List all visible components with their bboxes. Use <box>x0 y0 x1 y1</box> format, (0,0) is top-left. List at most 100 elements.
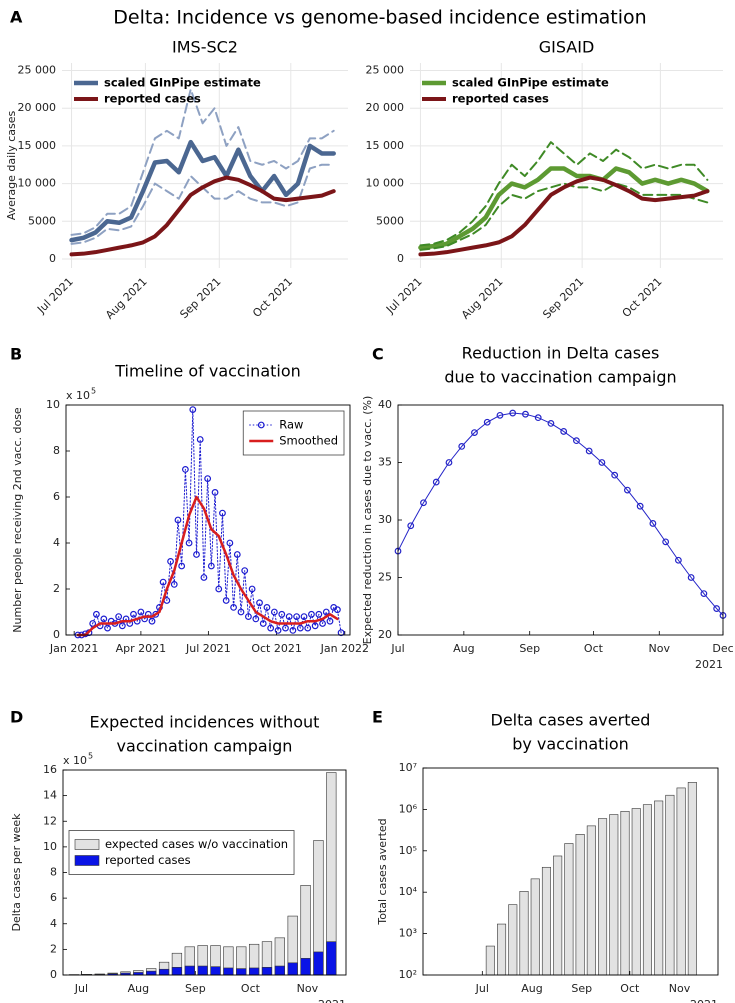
bar <box>184 965 195 976</box>
data-point <box>458 443 466 450</box>
bar <box>620 810 630 976</box>
bar <box>248 967 260 976</box>
data-point <box>159 578 167 586</box>
y-tick-label: 25 000 <box>366 64 405 77</box>
y-tick-label: 40 <box>378 398 392 411</box>
x-tick-label: Nov <box>649 642 671 655</box>
y-tick-label: 4 <box>53 536 60 549</box>
x-year-label: 2021 <box>318 998 346 1003</box>
x-tick-label: Nov <box>297 982 319 995</box>
data-point <box>181 466 189 473</box>
series-line <box>69 175 336 257</box>
y-tick-label: 4 <box>50 917 57 930</box>
chart-title: vaccination campaign <box>117 737 293 756</box>
legend-swatch <box>74 839 100 850</box>
data-point <box>226 539 234 547</box>
data-point <box>93 610 100 618</box>
data-point <box>573 437 580 445</box>
data-point <box>237 608 245 616</box>
data-point <box>233 551 241 558</box>
data-point <box>432 478 440 486</box>
y-tick-label: 0 <box>50 968 57 981</box>
legend-label: Raw <box>279 418 303 432</box>
data-point <box>315 610 323 618</box>
bar <box>541 866 551 976</box>
data-point <box>687 574 695 581</box>
data-point <box>674 556 682 564</box>
plot-frame <box>62 769 347 976</box>
data-point <box>337 629 345 637</box>
data-point <box>200 574 208 581</box>
chart-title: Timeline of vaccination <box>114 362 301 381</box>
data-point <box>104 624 111 632</box>
y-tick-label: 20 <box>378 628 392 641</box>
chart-title: Delta cases averted <box>491 711 651 730</box>
data-point <box>270 608 278 616</box>
plot-frame <box>65 404 351 636</box>
y-tick-label: 10⁵ <box>399 844 417 857</box>
data-point <box>196 436 204 443</box>
data-point <box>333 606 341 614</box>
y-tick-label: 0 <box>49 252 56 265</box>
x-tick-label: Jul <box>390 642 404 655</box>
data-point <box>207 562 215 570</box>
data-point <box>611 471 619 479</box>
data-point <box>496 411 504 419</box>
y-tick-label: 12 <box>43 814 57 827</box>
bar <box>598 818 608 976</box>
bar <box>642 804 652 976</box>
series-line <box>70 163 335 245</box>
y-tick-label: 30 <box>378 513 392 526</box>
data-point <box>167 558 174 565</box>
data-point <box>189 406 197 414</box>
data-point <box>483 418 491 426</box>
y-tick-label: 10⁷ <box>399 761 417 774</box>
legend-box <box>68 830 295 875</box>
x-tick-label: Jan 2021 <box>49 642 98 655</box>
y-tick-label: 10 <box>46 398 60 411</box>
bar <box>326 941 337 976</box>
chart-title: by vaccination <box>512 735 629 754</box>
bar <box>575 834 585 976</box>
bar <box>300 958 311 976</box>
bar <box>508 904 518 976</box>
x-tick-label: Jul 2021 <box>34 275 76 317</box>
chart-title: IMS-SC2 <box>172 38 238 57</box>
data-point <box>222 597 230 604</box>
data-point <box>89 620 97 627</box>
bar <box>236 968 247 976</box>
y-tick-label: 5000 <box>376 214 404 227</box>
y-tick-label: 10³ <box>399 927 417 940</box>
bar <box>676 787 686 976</box>
bar <box>287 962 298 976</box>
bar <box>485 945 495 976</box>
y-axis-label: Number people receiving 2nd vacc. dose <box>11 407 24 633</box>
x-tick-label: Sep <box>519 642 540 655</box>
y-tick-label: 10⁴ <box>399 885 418 898</box>
bar <box>631 808 641 976</box>
y-tick-label: 16 <box>43 763 57 776</box>
data-point <box>471 429 478 437</box>
legend-label: reported cases <box>105 853 191 867</box>
legend-marker <box>257 421 265 429</box>
data-point <box>585 447 593 455</box>
panel-label: E <box>372 708 383 727</box>
data-point <box>304 624 312 632</box>
data-point <box>534 414 542 422</box>
y-axis-label: Total cases averted <box>376 818 389 925</box>
data-point <box>274 627 282 634</box>
bar <box>519 891 529 976</box>
y-tick-label: 10 <box>43 840 57 853</box>
data-point <box>148 617 156 625</box>
bar <box>564 843 574 976</box>
legend-label: scaled GInPipe estimate <box>452 76 609 90</box>
data-point <box>241 567 249 574</box>
y-tick-label: 15 000 <box>366 139 405 152</box>
data-point <box>248 585 256 593</box>
data-point <box>263 604 271 611</box>
chart-title: Expected incidences without <box>90 713 320 732</box>
figure-title: Delta: Incidence vs genome-based inciden… <box>113 7 646 29</box>
series-line <box>69 139 336 243</box>
bar <box>171 967 183 976</box>
